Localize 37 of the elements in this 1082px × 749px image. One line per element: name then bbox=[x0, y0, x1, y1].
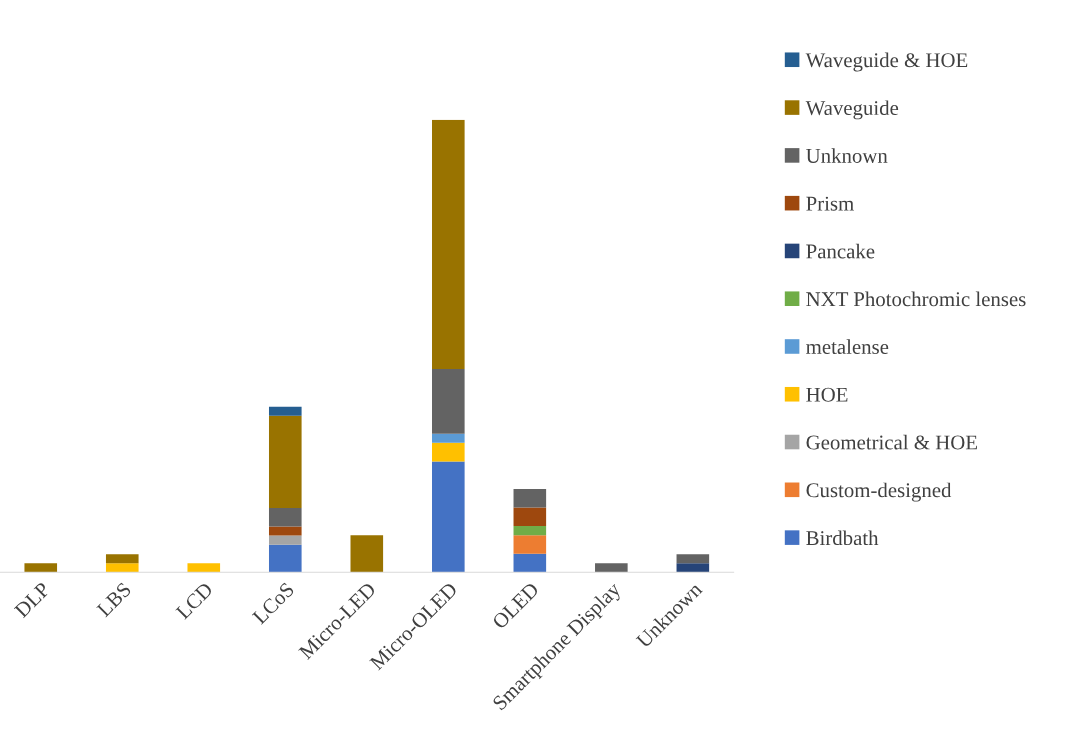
bar bbox=[432, 461, 465, 573]
bar bbox=[432, 119, 465, 370]
bar bbox=[432, 369, 465, 434]
bar bbox=[513, 535, 547, 554]
legend-label: Pancake bbox=[806, 243, 875, 259]
bar bbox=[105, 563, 139, 573]
legend-label: Waveguide bbox=[805, 100, 899, 120]
bar bbox=[432, 442, 465, 462]
bar bbox=[676, 563, 710, 573]
legend-label: Waveguide & HOE bbox=[805, 52, 968, 72]
bar bbox=[513, 553, 547, 573]
legend-label: Unknown bbox=[806, 148, 888, 163]
bar bbox=[676, 554, 710, 564]
bar bbox=[268, 415, 302, 508]
x-tick-label: LBS bbox=[96, 581, 132, 618]
bar bbox=[268, 508, 302, 527]
legend-label: NXT Photochromic lenses bbox=[806, 291, 1026, 307]
bar bbox=[24, 563, 58, 573]
bar bbox=[513, 489, 547, 508]
bar bbox=[513, 526, 547, 536]
bar bbox=[350, 535, 384, 573]
legend-label: metalense bbox=[806, 339, 889, 354]
bar bbox=[268, 526, 302, 536]
bar bbox=[268, 544, 302, 573]
legend-label: HOE bbox=[806, 387, 848, 402]
legend-label: Geometrical & HOE bbox=[806, 434, 977, 450]
x-tick-label: DLP bbox=[13, 581, 51, 619]
bar bbox=[105, 554, 139, 564]
bar bbox=[432, 433, 465, 443]
bar bbox=[513, 507, 547, 527]
bar bbox=[187, 563, 221, 573]
bar bbox=[268, 406, 302, 416]
bar bbox=[268, 535, 302, 545]
legend-label: Prism bbox=[806, 196, 854, 211]
bar bbox=[595, 563, 628, 573]
legend-label: Custom-designed bbox=[806, 482, 952, 502]
legend-label: Birdbath bbox=[806, 530, 879, 546]
